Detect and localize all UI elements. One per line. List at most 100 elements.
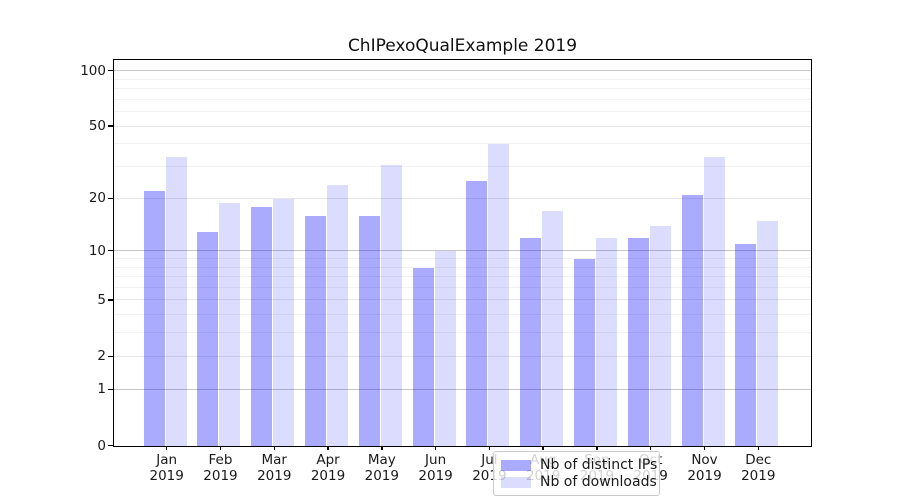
x-tick-mark (434, 445, 437, 450)
y-tick-label: 50 (88, 118, 106, 135)
bar-distinct-ips-jan (143, 191, 165, 446)
bar-distinct-ips-jun (412, 267, 434, 446)
bar-distinct-ips-sep (573, 259, 595, 446)
bar-downloads-feb (219, 202, 241, 446)
y-tick-label: 5 (97, 291, 106, 308)
y-tick-mark (108, 125, 113, 127)
x-tick-mark (596, 445, 598, 450)
bar-distinct-ips-nov (681, 194, 703, 446)
x-tick-mark (757, 445, 759, 450)
y-tick-label: 10 (88, 242, 106, 259)
gridline-major (114, 250, 811, 252)
x-tick-year: 2019 (203, 467, 238, 484)
x-tick-label-dec: Dec 2019 (730, 452, 786, 484)
x-tick-year: 2019 (149, 467, 184, 484)
y-tick-label: 1 (97, 381, 106, 398)
x-tick-mark (381, 445, 383, 450)
gridline (114, 355, 811, 357)
legend-swatch-downloads (501, 476, 531, 488)
gridline-minor (114, 276, 811, 278)
x-tick-month: Nov (691, 452, 718, 468)
gridline-minor (114, 111, 811, 113)
gridline-minor (114, 166, 811, 168)
bar-downloads-oct (649, 226, 671, 446)
bar-downloads-dec (757, 220, 779, 446)
bar-downloads-sep (595, 237, 617, 446)
legend-row-distinct-ips: Nb of distinct IPs (501, 457, 657, 473)
gridline-minor (114, 143, 811, 145)
x-tick-year: 2019 (310, 467, 346, 484)
y-tick-label: 20 (88, 190, 106, 207)
gridline-minor (114, 286, 811, 288)
x-tick-label-mar: Mar 2019 (246, 452, 302, 484)
bar-downloads-jul (488, 144, 510, 446)
y-tick-mark (108, 388, 113, 390)
x-tick-mark (166, 445, 168, 450)
bar-distinct-ips-mar (251, 206, 273, 446)
x-tick-month: Jun (425, 452, 447, 468)
gridline (114, 197, 811, 199)
bar-distinct-ips-jul (466, 181, 488, 446)
x-tick-mark (703, 445, 706, 450)
gridline-minor (114, 98, 811, 100)
x-tick-mark (219, 445, 222, 450)
x-tick-month: Dec (745, 452, 772, 468)
x-tick-month: Apr (316, 452, 340, 468)
bar-downloads-nov (703, 157, 725, 446)
gridline-minor (114, 88, 811, 90)
x-tick-label-jun: Jun 2019 (408, 452, 464, 484)
x-tick-month: Jan (156, 452, 178, 468)
y-tick-label: 2 (97, 348, 106, 365)
gridline (114, 299, 811, 301)
gridline-minor (114, 78, 811, 80)
x-tick-year: 2019 (364, 467, 399, 484)
bar-downloads-may (380, 164, 402, 446)
plot-area: Nb of distinct IPs Nb of downloads (113, 59, 812, 496)
gridline-major (114, 70, 811, 72)
x-tick-month: May (367, 452, 396, 468)
bar-distinct-ips-may (358, 215, 380, 446)
bar-downloads-aug (542, 211, 564, 446)
bar-downloads-mar (273, 198, 295, 446)
y-tick-mark (108, 355, 113, 357)
gridline-major (114, 388, 811, 390)
legend-swatch-distinct-ips (501, 459, 531, 471)
chart-title: ChIPexoQualExample 2019 (347, 36, 578, 56)
x-tick-mark (327, 445, 329, 450)
y-tick-mark (108, 250, 113, 252)
x-tick-mark (488, 445, 491, 450)
x-tick-mark (542, 445, 544, 450)
gridline-minor (114, 258, 811, 259)
gridline (114, 125, 811, 127)
x-tick-month: Mar (261, 452, 287, 468)
bar-downloads-jun (434, 251, 456, 446)
bar-distinct-ips-dec (735, 244, 757, 446)
x-tick-year: 2019 (741, 467, 776, 484)
bar-distinct-ips-oct (627, 237, 649, 446)
x-tick-label-jan: Jan 2019 (139, 452, 195, 484)
legend-row-downloads: Nb of downloads (501, 474, 657, 490)
y-tick-mark (108, 299, 113, 301)
x-tick-label-nov: Nov 2019 (677, 452, 733, 484)
bar-downloads-jan (165, 157, 187, 446)
y-tick-label: 0 (97, 437, 106, 454)
bar-distinct-ips-aug (520, 237, 542, 446)
y-tick-mark (108, 197, 113, 199)
x-tick-year: 2019 (687, 467, 722, 484)
legend-label-downloads: Nb of downloads (540, 474, 657, 490)
gridline-minor (114, 314, 811, 316)
bar-distinct-ips-apr (305, 215, 327, 446)
x-tick-year: 2019 (418, 467, 453, 484)
x-tick-label-feb: Feb 2019 (192, 452, 248, 484)
bar-distinct-ips-feb (197, 231, 219, 446)
y-tick-mark (108, 444, 113, 447)
bar-downloads-apr (327, 184, 349, 446)
gridline-minor (114, 332, 811, 334)
y-tick-label: 100 (80, 62, 106, 79)
gridline-minor (114, 266, 811, 268)
x-tick-mark (273, 445, 275, 450)
x-tick-mark (650, 445, 652, 450)
x-tick-year: 2019 (257, 467, 292, 484)
legend-label-distinct-ips: Nb of distinct IPs (540, 457, 658, 473)
